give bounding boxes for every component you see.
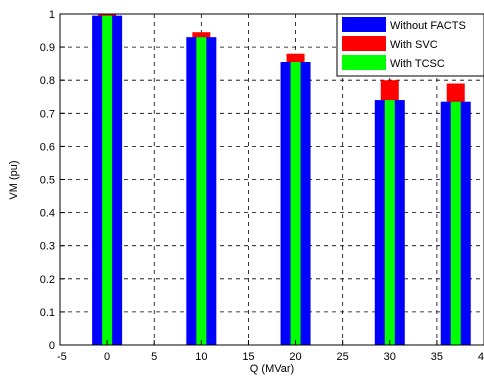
y-tick-label: 0.3 [40, 241, 55, 253]
y-tick-label: 0.7 [40, 108, 55, 120]
y-tick-label: 0.5 [40, 175, 55, 187]
x-axis-label: Q (MVar) [250, 363, 294, 375]
x-tick-label: 10 [195, 351, 207, 363]
legend-swatch [342, 17, 386, 32]
legend: Without FACTS With SVC With TCSC [336, 13, 484, 77]
x-tick-label: -5 [57, 351, 67, 363]
y-tick-label: 0.2 [40, 274, 55, 286]
bar [384, 100, 395, 345]
bar [196, 37, 207, 346]
y-tick-label: 0.6 [40, 141, 55, 153]
legend-swatch [342, 55, 386, 70]
x-tick-label: 30 [384, 351, 396, 363]
y-tick-label: 1 [49, 9, 55, 21]
y-tick-label: 0 [49, 340, 55, 352]
x-tick-label: 5 [151, 351, 157, 363]
legend-swatch [342, 36, 386, 51]
y-axis-label: VM (pu) [8, 160, 20, 199]
y-tick-label: 0.8 [40, 75, 55, 87]
bar [290, 61, 301, 346]
x-tick-label: 4 [478, 351, 484, 363]
x-tick-label: 0 [104, 351, 110, 363]
legend-label: With TCSC [390, 58, 445, 70]
x-tick-label: 20 [289, 351, 301, 363]
bars [92, 14, 471, 346]
x-tick-label: 35 [431, 351, 443, 363]
bar [102, 15, 113, 346]
y-tick-label: 0.4 [40, 208, 55, 220]
bar [450, 101, 461, 345]
legend-label: With SVC [390, 39, 438, 51]
y-tick-label: 0.1 [40, 307, 55, 319]
x-tick-label: 25 [337, 351, 349, 363]
ticks: 00.10.20.30.40.50.60.70.80.91-5 0 5 10 15 20 2… [40, 9, 484, 363]
y-tick-label: 0.9 [40, 42, 55, 54]
legend-label: Without FACTS [390, 20, 466, 32]
x-tick-label: 15 [242, 351, 254, 363]
